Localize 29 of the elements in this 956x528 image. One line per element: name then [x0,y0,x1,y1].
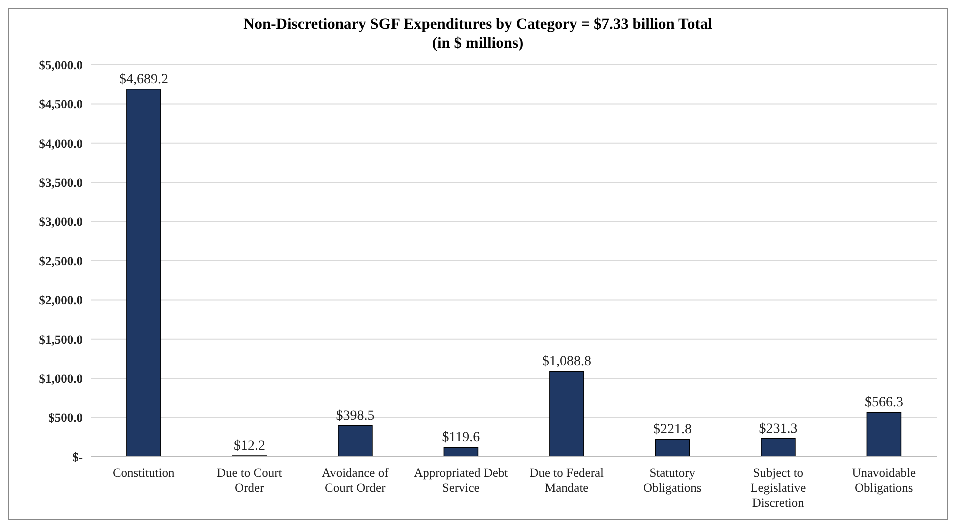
x-tick-label: Constitution [112,466,176,480]
y-tick-label: $2,500.0 [39,254,83,268]
data-label: $221.8 [653,422,692,438]
chart-subtitle: (in $ millions) [431,34,525,53]
x-tick-label: Subject to Legislative Discretion [750,466,807,510]
data-label: $231.3 [759,422,798,437]
y-tick-label: $500.0 [48,411,83,426]
x-tick-label: Appropriated Debt Service [414,466,509,495]
data-label: $119.6 [442,430,480,446]
y-tick-label: $- [72,450,83,464]
y-tick-label: $2,000.0 [39,294,83,308]
y-tick-label: $4,500.0 [39,98,83,112]
data-label: $12.2 [234,439,266,454]
y-tick-label: $4,000.0 [39,136,83,151]
x-tick-label: Avoidance of Court Order [322,466,390,495]
data-label: $566.3 [864,396,904,411]
y-tick-label: $5,000.0 [39,58,83,72]
x-tick-label: Unavoidable Obligations [852,466,917,495]
x-tick-label: Due to Federal Mandate [530,466,605,495]
chart-title: Non-Discretionary SGF Expenditures by Category = $7.33 billion Total [242,15,714,34]
x-tick-label: Due to Court Order [216,466,283,495]
x-tick-label: Statutory Obligations [643,466,702,495]
data-label: $398.5 [336,408,375,424]
y-tick-label: $3,500.0 [39,176,83,190]
y-tick-label: $3,000.0 [39,215,83,230]
data-label: $4,689.2 [119,72,168,88]
y-tick-label: $1,500.0 [39,332,83,347]
data-label: $1,088.8 [542,354,592,370]
y-tick-label: $1,000.0 [39,372,83,386]
